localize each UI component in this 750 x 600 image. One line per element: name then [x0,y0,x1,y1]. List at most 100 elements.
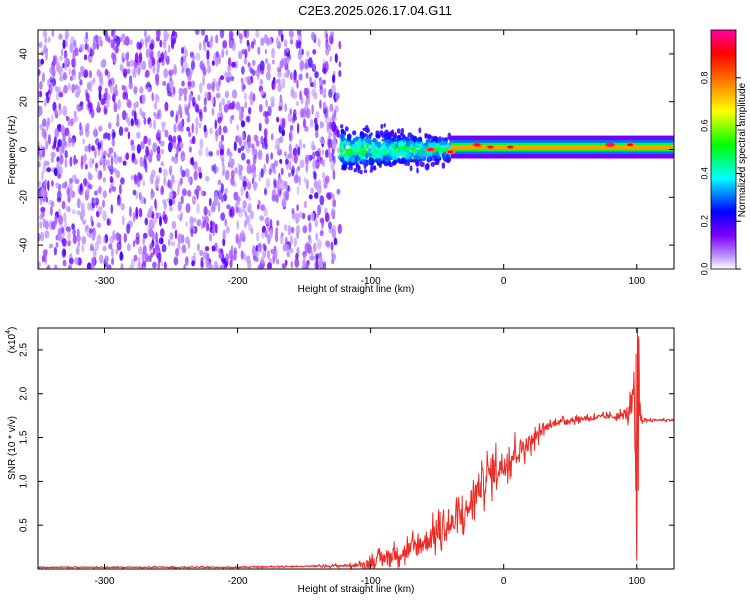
heatmap-cell [432,141,437,147]
heatmap-cell [167,91,172,97]
heatmap-cell [338,61,342,68]
heatmap-cell [39,81,43,90]
heatmap-cell [161,124,166,133]
heatmap-cell [367,137,371,144]
heatmap-cell [311,31,315,41]
heatmap-cell [293,237,297,247]
snr-scale-suffix: ) [7,327,18,330]
heatmap-cell [120,177,125,185]
heatmap-cell [168,191,174,200]
heatmap-cell [244,76,249,82]
heatmap-cell [111,186,117,192]
heatmap-cell [249,210,254,220]
heatmap-cell [394,131,397,139]
heatmap-cell [94,148,97,159]
heatmap-cell [163,49,168,60]
heatmap-cell [154,93,159,104]
heatmap-cell [288,144,291,153]
heatmap-cell [387,155,390,159]
heatmap-cell [204,34,209,43]
heatmap-cell [187,70,192,82]
heatmap-cell [255,30,260,38]
heatmap-cell [334,105,339,113]
heatmap-cell [152,217,158,224]
heatmap-cell [202,67,207,76]
heatmap-cell [312,151,316,160]
heatmap-cell [391,137,397,143]
heatmap-cell [357,138,362,143]
heatmap-cell [222,164,225,175]
heatmap-cell [247,202,252,213]
heatmap-cell [292,147,297,156]
heatmap-cell [264,187,267,196]
heatmap-cell [275,258,280,265]
heatmap-cell [314,71,319,79]
y-tick-label: 2.5 [19,343,30,357]
heatmap-cell [50,156,55,163]
heatmap-cell [207,260,212,269]
heatmap-cell [67,82,71,91]
heatmap-cell [281,198,287,208]
heatmap-cell [169,75,173,82]
heatmap-cell [85,31,88,39]
heatmap-cell [316,153,321,163]
heatmap-cell [168,166,172,175]
heatmap-cell [130,174,135,181]
y-tick-label: 1.0 [19,474,30,488]
heatmap-cell [203,97,207,106]
heatmap-cell [171,30,176,37]
heatmap-cell [289,235,293,246]
heatmap-cell [319,195,325,206]
heatmap-cell [283,39,288,48]
heatmap-cell [352,137,355,145]
heatmap-cell [40,211,43,218]
heatmap-cell [229,39,235,49]
heatmap-cell [142,245,147,255]
heatmap-cell [106,218,110,226]
heatmap-cell [40,58,45,65]
heatmap-peak [627,143,634,147]
heatmap-cell [211,245,216,252]
heatmap-cell [98,125,103,132]
heatmap-cell [82,154,87,166]
y-tick-label: 40 [19,48,30,60]
heatmap-cell [116,241,122,251]
spectrogram-heatmap [38,30,674,269]
heatmap-cell [83,54,88,61]
heatmap-cell [295,212,300,223]
heatmap-cell [402,134,406,138]
heatmap-cell [266,71,271,81]
heatmap-cell [284,224,288,232]
heatmap-cell [176,110,180,116]
heatmap-cell [71,137,75,148]
heatmap-cell [427,142,433,147]
heatmap-peak [427,148,434,151]
heatmap-cell [243,92,248,101]
heatmap-cell [285,243,290,252]
heatmap-cell [121,84,126,91]
heatmap-cell [244,101,248,109]
heatmap-cell [149,43,154,50]
heatmap-cell [187,189,192,197]
heatmap-cell [106,264,112,269]
heatmap-cell [319,120,323,129]
heatmap-cell [66,187,71,197]
heatmap-cell [278,105,282,111]
heatmap-cell [260,37,265,47]
heatmap-cell [138,256,141,267]
heatmap-peak [507,145,514,149]
heatmap-cell [370,132,373,136]
heatmap-cell [145,145,150,157]
heatmap-cell [203,124,207,133]
heatmap-cell [135,232,140,241]
heatmap-cell [136,144,142,154]
heatmap-cell [53,246,58,256]
heatmap-cell [221,157,225,167]
heatmap-cell [363,169,368,174]
heatmap-cell [145,69,150,78]
heatmap-cell [293,75,297,84]
heatmap-cell [287,225,292,236]
heatmap-cell [98,90,102,101]
heatmap-cell [111,257,115,265]
heatmap-cell [211,98,215,105]
